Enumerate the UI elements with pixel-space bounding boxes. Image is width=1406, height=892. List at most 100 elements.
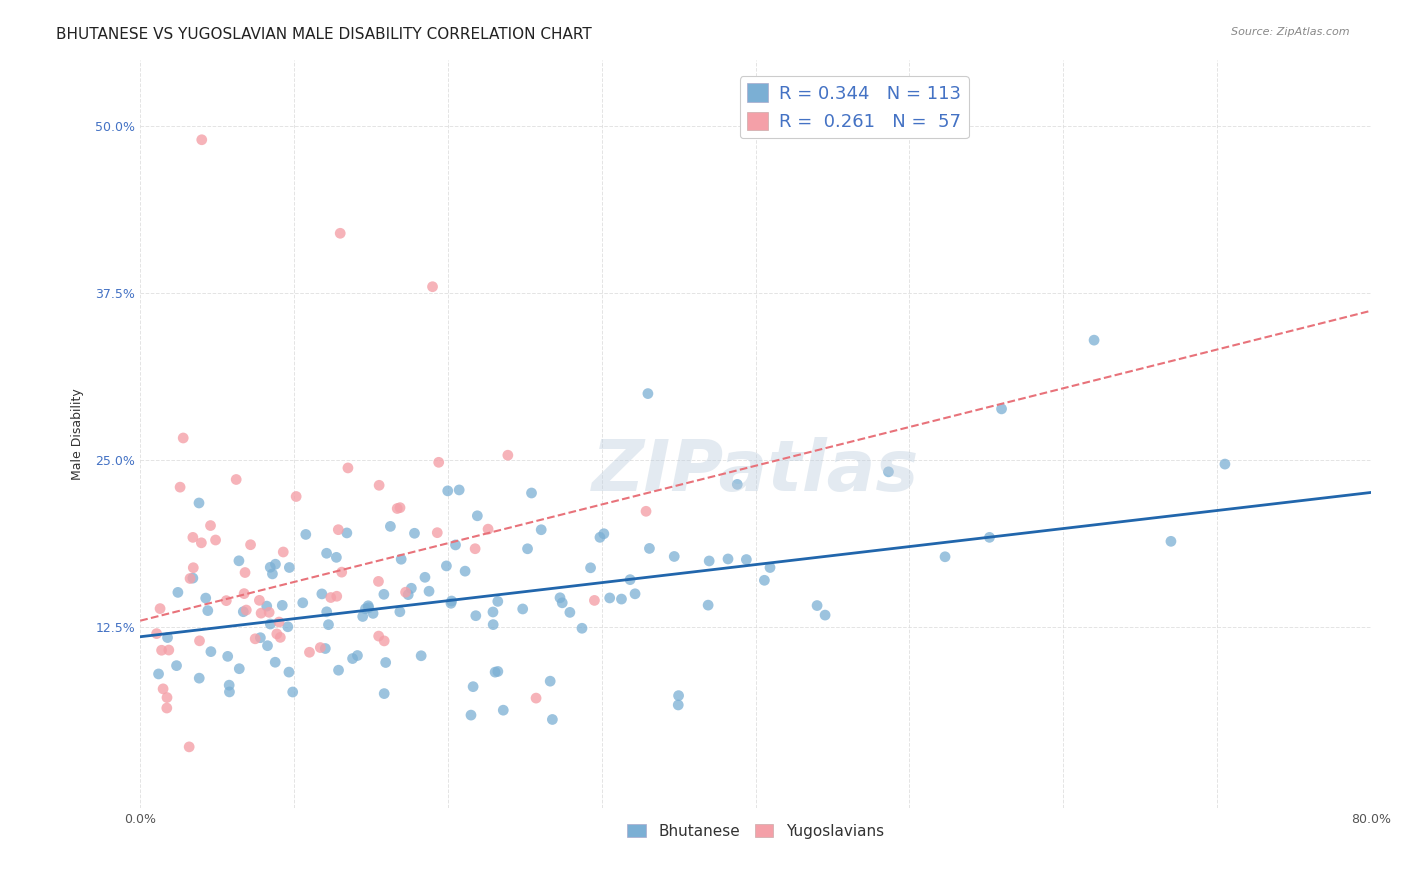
Point: [877, 465, 900, 479]
Point: [218, 678, 240, 692]
Point: [482, 605, 505, 619]
Point: [357, 599, 380, 613]
Point: [259, 617, 281, 632]
Point: [637, 386, 659, 401]
Point: [440, 596, 463, 610]
Point: [396, 588, 419, 602]
Point: [697, 554, 720, 568]
Point: [329, 227, 352, 241]
Point: [200, 645, 222, 659]
Point: [583, 593, 606, 607]
Point: [496, 448, 519, 462]
Point: [264, 655, 287, 669]
Point: [492, 703, 515, 717]
Point: [436, 483, 458, 498]
Point: [484, 665, 506, 680]
Point: [188, 671, 211, 685]
Point: [325, 550, 347, 565]
Point: [1083, 333, 1105, 347]
Point: [427, 455, 450, 469]
Point: [486, 594, 509, 608]
Point: [486, 665, 509, 679]
Point: [541, 713, 564, 727]
Y-axis label: Male Disability: Male Disability: [72, 388, 84, 480]
Point: [264, 558, 287, 572]
Text: BHUTANESE VS YUGOSLAVIAN MALE DISABILITY CORRELATION CHART: BHUTANESE VS YUGOSLAVIAN MALE DISABILITY…: [56, 27, 592, 42]
Point: [228, 662, 250, 676]
Point: [666, 698, 689, 712]
Point: [460, 708, 482, 723]
Point: [318, 617, 340, 632]
Point: [194, 591, 217, 606]
Point: [367, 574, 389, 589]
Point: [256, 599, 278, 614]
Point: [388, 500, 411, 515]
Point: [454, 564, 477, 578]
Point: [311, 587, 333, 601]
Point: [145, 626, 167, 640]
Point: [326, 589, 349, 603]
Point: [759, 560, 782, 574]
Point: [394, 585, 416, 599]
Point: [179, 572, 201, 586]
Point: [814, 608, 837, 623]
Point: [281, 685, 304, 699]
Point: [725, 477, 748, 491]
Point: [156, 690, 179, 705]
Point: [346, 648, 368, 663]
Point: [990, 401, 1012, 416]
Point: [413, 570, 436, 584]
Point: [315, 546, 337, 560]
Legend: Bhutanese, Yugoslavians: Bhutanese, Yugoslavians: [621, 818, 890, 845]
Point: [233, 586, 256, 600]
Point: [418, 584, 440, 599]
Point: [156, 701, 179, 715]
Point: [589, 530, 612, 544]
Point: [249, 631, 271, 645]
Point: [245, 632, 267, 646]
Point: [404, 526, 426, 541]
Point: [225, 473, 247, 487]
Point: [152, 681, 174, 696]
Point: [204, 533, 226, 547]
Point: [190, 133, 212, 147]
Point: [361, 607, 384, 621]
Point: [368, 478, 391, 492]
Point: [1213, 457, 1236, 471]
Point: [328, 523, 350, 537]
Point: [754, 574, 776, 588]
Point: [197, 604, 219, 618]
Point: [524, 691, 547, 706]
Point: [444, 538, 467, 552]
Point: [440, 594, 463, 608]
Point: [610, 592, 633, 607]
Point: [256, 639, 278, 653]
Point: [239, 538, 262, 552]
Text: ZIPatlas: ZIPatlas: [592, 436, 920, 506]
Point: [367, 629, 389, 643]
Point: [467, 508, 489, 523]
Point: [619, 573, 641, 587]
Point: [979, 530, 1001, 544]
Point: [150, 643, 173, 657]
Point: [342, 651, 364, 665]
Point: [352, 609, 374, 624]
Point: [449, 483, 471, 497]
Point: [309, 640, 332, 655]
Point: [188, 496, 211, 510]
Point: [166, 658, 188, 673]
Point: [157, 643, 180, 657]
Point: [250, 606, 273, 620]
Point: [232, 605, 254, 619]
Point: [278, 560, 301, 574]
Point: [271, 545, 294, 559]
Point: [668, 689, 690, 703]
Point: [1160, 534, 1182, 549]
Point: [181, 560, 204, 574]
Point: [277, 620, 299, 634]
Point: [267, 615, 290, 629]
Point: [717, 552, 740, 566]
Point: [477, 522, 499, 536]
Point: [387, 501, 409, 516]
Point: [434, 558, 457, 573]
